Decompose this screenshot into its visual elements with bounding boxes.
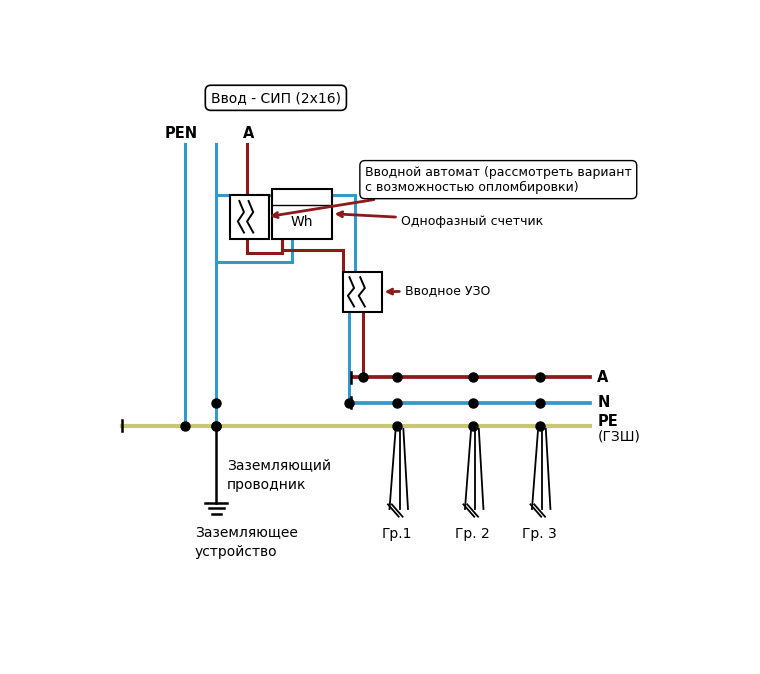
Text: Заземляющий
проводник: Заземляющий проводник <box>227 458 331 491</box>
Text: А: А <box>243 126 255 141</box>
Bar <box>273 189 332 239</box>
Text: Заземляющее
устройство: Заземляющее устройство <box>195 525 298 559</box>
Text: PEN: PEN <box>165 126 198 141</box>
Bar <box>344 272 382 312</box>
Bar <box>230 195 268 239</box>
Text: Вводное УЗО: Вводное УЗО <box>388 284 490 297</box>
Text: А: А <box>597 370 609 385</box>
Text: Гр.1: Гр.1 <box>382 528 413 541</box>
Text: Гр. 2: Гр. 2 <box>455 528 490 541</box>
Text: (ГЗШ): (ГЗШ) <box>597 429 640 443</box>
Text: N: N <box>597 395 610 410</box>
Text: PE: PE <box>597 415 618 429</box>
Text: Однофазный счетчик: Однофазный счетчик <box>337 212 543 228</box>
Text: Гр. 3: Гр. 3 <box>522 528 557 541</box>
Text: Вводной автомат (рассмотреть вариант
с возможностью опломбировки): Вводной автомат (рассмотреть вариант с в… <box>273 166 632 218</box>
Text: Wh: Wh <box>291 215 313 228</box>
Text: Ввод - СИП (2х16): Ввод - СИП (2х16) <box>211 91 340 105</box>
